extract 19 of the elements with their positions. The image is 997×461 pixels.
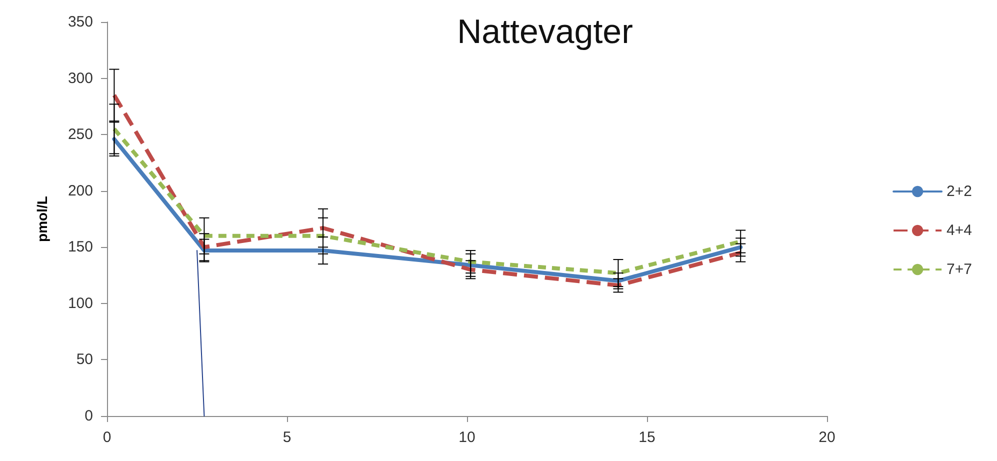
y-axis-title: pmol/L xyxy=(34,196,50,242)
x-tick-label: 5 xyxy=(282,429,292,446)
y-tick-label: 0 xyxy=(84,408,93,424)
y-tick-label: 100 xyxy=(68,294,93,312)
x-tick-label: 20 xyxy=(818,429,836,446)
y-tick-label: 50 xyxy=(76,351,93,368)
y-tick-label: 350 xyxy=(68,14,93,30)
x-tick-label: 0 xyxy=(102,429,112,446)
y-tick-label: 150 xyxy=(68,238,93,256)
x-tick-label: 15 xyxy=(638,429,656,446)
y-tick-label: 300 xyxy=(68,70,93,87)
y-tick-label: 200 xyxy=(68,182,93,200)
legend-label: 4+4 xyxy=(946,222,972,239)
chart-title: Nattevagter xyxy=(457,13,633,51)
legend-label: 7+7 xyxy=(946,261,972,278)
x-tick-label: 10 xyxy=(458,429,476,446)
legend-label: 2+2 xyxy=(946,183,972,200)
y-tick-label: 250 xyxy=(68,126,93,144)
line-series xyxy=(112,93,743,288)
